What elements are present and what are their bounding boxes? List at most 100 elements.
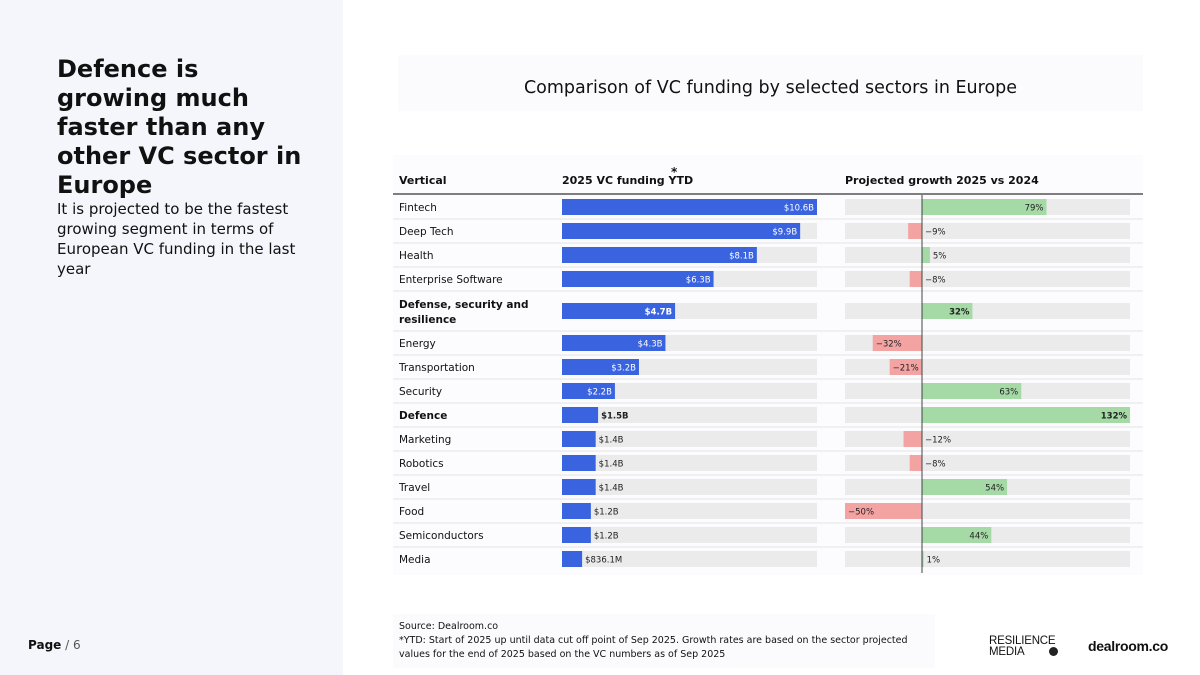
row-14-funding-label: $1.2B xyxy=(594,532,619,542)
row-7-growth-label: −21% xyxy=(893,364,919,374)
row-13-funding-track xyxy=(562,503,817,519)
row-15-growth-label: 1% xyxy=(927,556,941,566)
row-13-growth-label: −50% xyxy=(848,508,874,518)
resilience-logo-line-2: MEDIA xyxy=(989,646,1025,658)
row-11-growth-label: −8% xyxy=(925,460,946,470)
header-funding: 2025 VC funding YTD xyxy=(562,174,693,187)
header-vertical: Vertical xyxy=(399,174,447,187)
row-11-funding-label: $1.4B xyxy=(599,460,624,470)
row-9-funding-bar xyxy=(562,407,599,423)
resilience-logo-line-1: RESILIENCE xyxy=(989,635,1056,647)
row-11-funding-track xyxy=(562,455,817,471)
row-14-growth-bar xyxy=(922,527,992,543)
row-1-funding-label: $10.6B xyxy=(784,204,814,214)
row-2-funding-bar xyxy=(562,223,801,239)
row-13-funding-label: $1.2B xyxy=(594,508,619,518)
row-9-growth-label: 132% xyxy=(1101,412,1128,422)
header-funding-asterisk: * xyxy=(671,165,678,179)
row-12-vertical: Travel xyxy=(398,482,430,494)
row-7-growth-track xyxy=(845,359,1130,375)
row-10-growth-track xyxy=(845,431,1130,447)
page-label: Page xyxy=(28,638,62,652)
row-15-funding-bar xyxy=(562,551,583,567)
globe-icon xyxy=(1049,647,1058,656)
row-2-vertical: Deep Tech xyxy=(399,226,454,238)
row-11-funding-bar xyxy=(562,455,596,471)
row-15-growth-track xyxy=(845,551,1130,567)
row-8-growth-bar xyxy=(922,383,1022,399)
footnote-line-2: values for the end of 2025 based on the … xyxy=(399,649,726,660)
row-5-vertical-line-2: resilience xyxy=(399,314,456,326)
source-line: Source: Dealroom.co xyxy=(399,621,499,632)
row-8-vertical: Security xyxy=(399,386,442,398)
row-10-funding-bar xyxy=(562,431,596,447)
row-5-growth-bar xyxy=(922,303,973,319)
row-11-growth-bar xyxy=(909,455,922,471)
page-subtitle: It is projected to be the fastest growin… xyxy=(57,200,296,278)
resilience-media-logo: RESILIENCE MEDIA xyxy=(989,635,1056,658)
row-8-funding-label: $2.2B xyxy=(587,388,612,398)
row-7-growth-bar xyxy=(889,359,922,375)
row-4-funding-bar xyxy=(562,271,714,287)
row-5-funding-label: $4.7B xyxy=(645,308,672,318)
row-8-growth-label: 63% xyxy=(999,388,1018,398)
footnote-line-1: *YTD: Start of 2025 up until data cut of… xyxy=(399,635,908,646)
row-4-growth-label: −8% xyxy=(925,276,946,286)
dealroom-logo: dealroom.co xyxy=(1088,638,1168,654)
row-14-funding-bar xyxy=(562,527,591,543)
row-10-funding-track xyxy=(562,431,817,447)
row-3-funding-bar xyxy=(562,247,757,263)
row-7-vertical: Transportation xyxy=(398,362,475,374)
row-9-funding-track xyxy=(562,407,817,423)
row-11-vertical: Robotics xyxy=(399,458,444,470)
row-15-funding-label: $836.1M xyxy=(585,556,622,566)
row-3-funding-label: $8.1B xyxy=(729,252,754,262)
row-11-growth-track xyxy=(845,455,1130,471)
row-14-funding-track xyxy=(562,527,817,543)
left-panel xyxy=(0,0,343,675)
row-8-funding-bar xyxy=(562,383,615,399)
row-1-growth-bar xyxy=(922,199,1047,215)
row-3-growth-track xyxy=(845,247,1130,263)
footnote: Source: Dealroom.co *YTD: Start of 2025 … xyxy=(399,620,929,662)
row-2-growth-track xyxy=(845,223,1130,239)
row-1-growth-label: 79% xyxy=(1025,204,1044,214)
page-total: / 6 xyxy=(65,638,81,652)
chart-title: Comparison of VC funding by selected sec… xyxy=(523,78,1018,98)
row-1-vertical: Fintech xyxy=(399,202,437,214)
row-6-funding-label: $4.3B xyxy=(638,340,663,350)
row-10-growth-bar xyxy=(903,431,922,447)
row-2-funding-label: $9.9B xyxy=(772,228,797,238)
row-5-growth-track xyxy=(845,303,1130,319)
row-3-vertical: Health xyxy=(399,250,433,262)
row-12-funding-bar xyxy=(562,479,596,495)
page-indicator: Page / 6 xyxy=(28,638,81,652)
row-4-growth-bar xyxy=(909,271,922,287)
row-9-growth-bar xyxy=(922,407,1130,423)
row-6-funding-bar xyxy=(562,335,666,351)
row-4-vertical: Enterprise Software xyxy=(399,274,503,286)
row-15-vertical: Media xyxy=(399,554,431,566)
row-13-growth-bar xyxy=(845,503,922,519)
row-4-funding-label: $6.3B xyxy=(686,276,711,286)
row-6-growth-bar xyxy=(872,335,922,351)
row-5-vertical-line-1: Defense, security and xyxy=(399,299,528,311)
row-9-funding-label: $1.5B xyxy=(601,412,628,422)
row-12-funding-label: $1.4B xyxy=(599,484,624,494)
row-15-funding-track xyxy=(562,551,817,567)
row-12-growth-bar xyxy=(922,479,1008,495)
row-10-growth-label: −12% xyxy=(925,436,951,446)
row-2-growth-label: −9% xyxy=(925,228,946,238)
row-1-funding-bar xyxy=(562,199,817,215)
row-10-funding-label: $1.4B xyxy=(599,436,624,446)
row-7-funding-bar xyxy=(562,359,639,375)
row-9-vertical: Defence xyxy=(399,410,447,422)
row-3-growth-bar xyxy=(922,247,930,263)
row-15-growth-bar xyxy=(922,551,924,567)
header-growth: Projected growth 2025 vs 2024 xyxy=(845,174,1039,187)
row-5-funding-bar xyxy=(562,303,676,319)
row-14-growth-label: 44% xyxy=(969,532,988,542)
row-12-growth-label: 54% xyxy=(985,484,1004,494)
row-6-vertical: Energy xyxy=(399,338,436,350)
row-2-growth-bar xyxy=(908,223,922,239)
